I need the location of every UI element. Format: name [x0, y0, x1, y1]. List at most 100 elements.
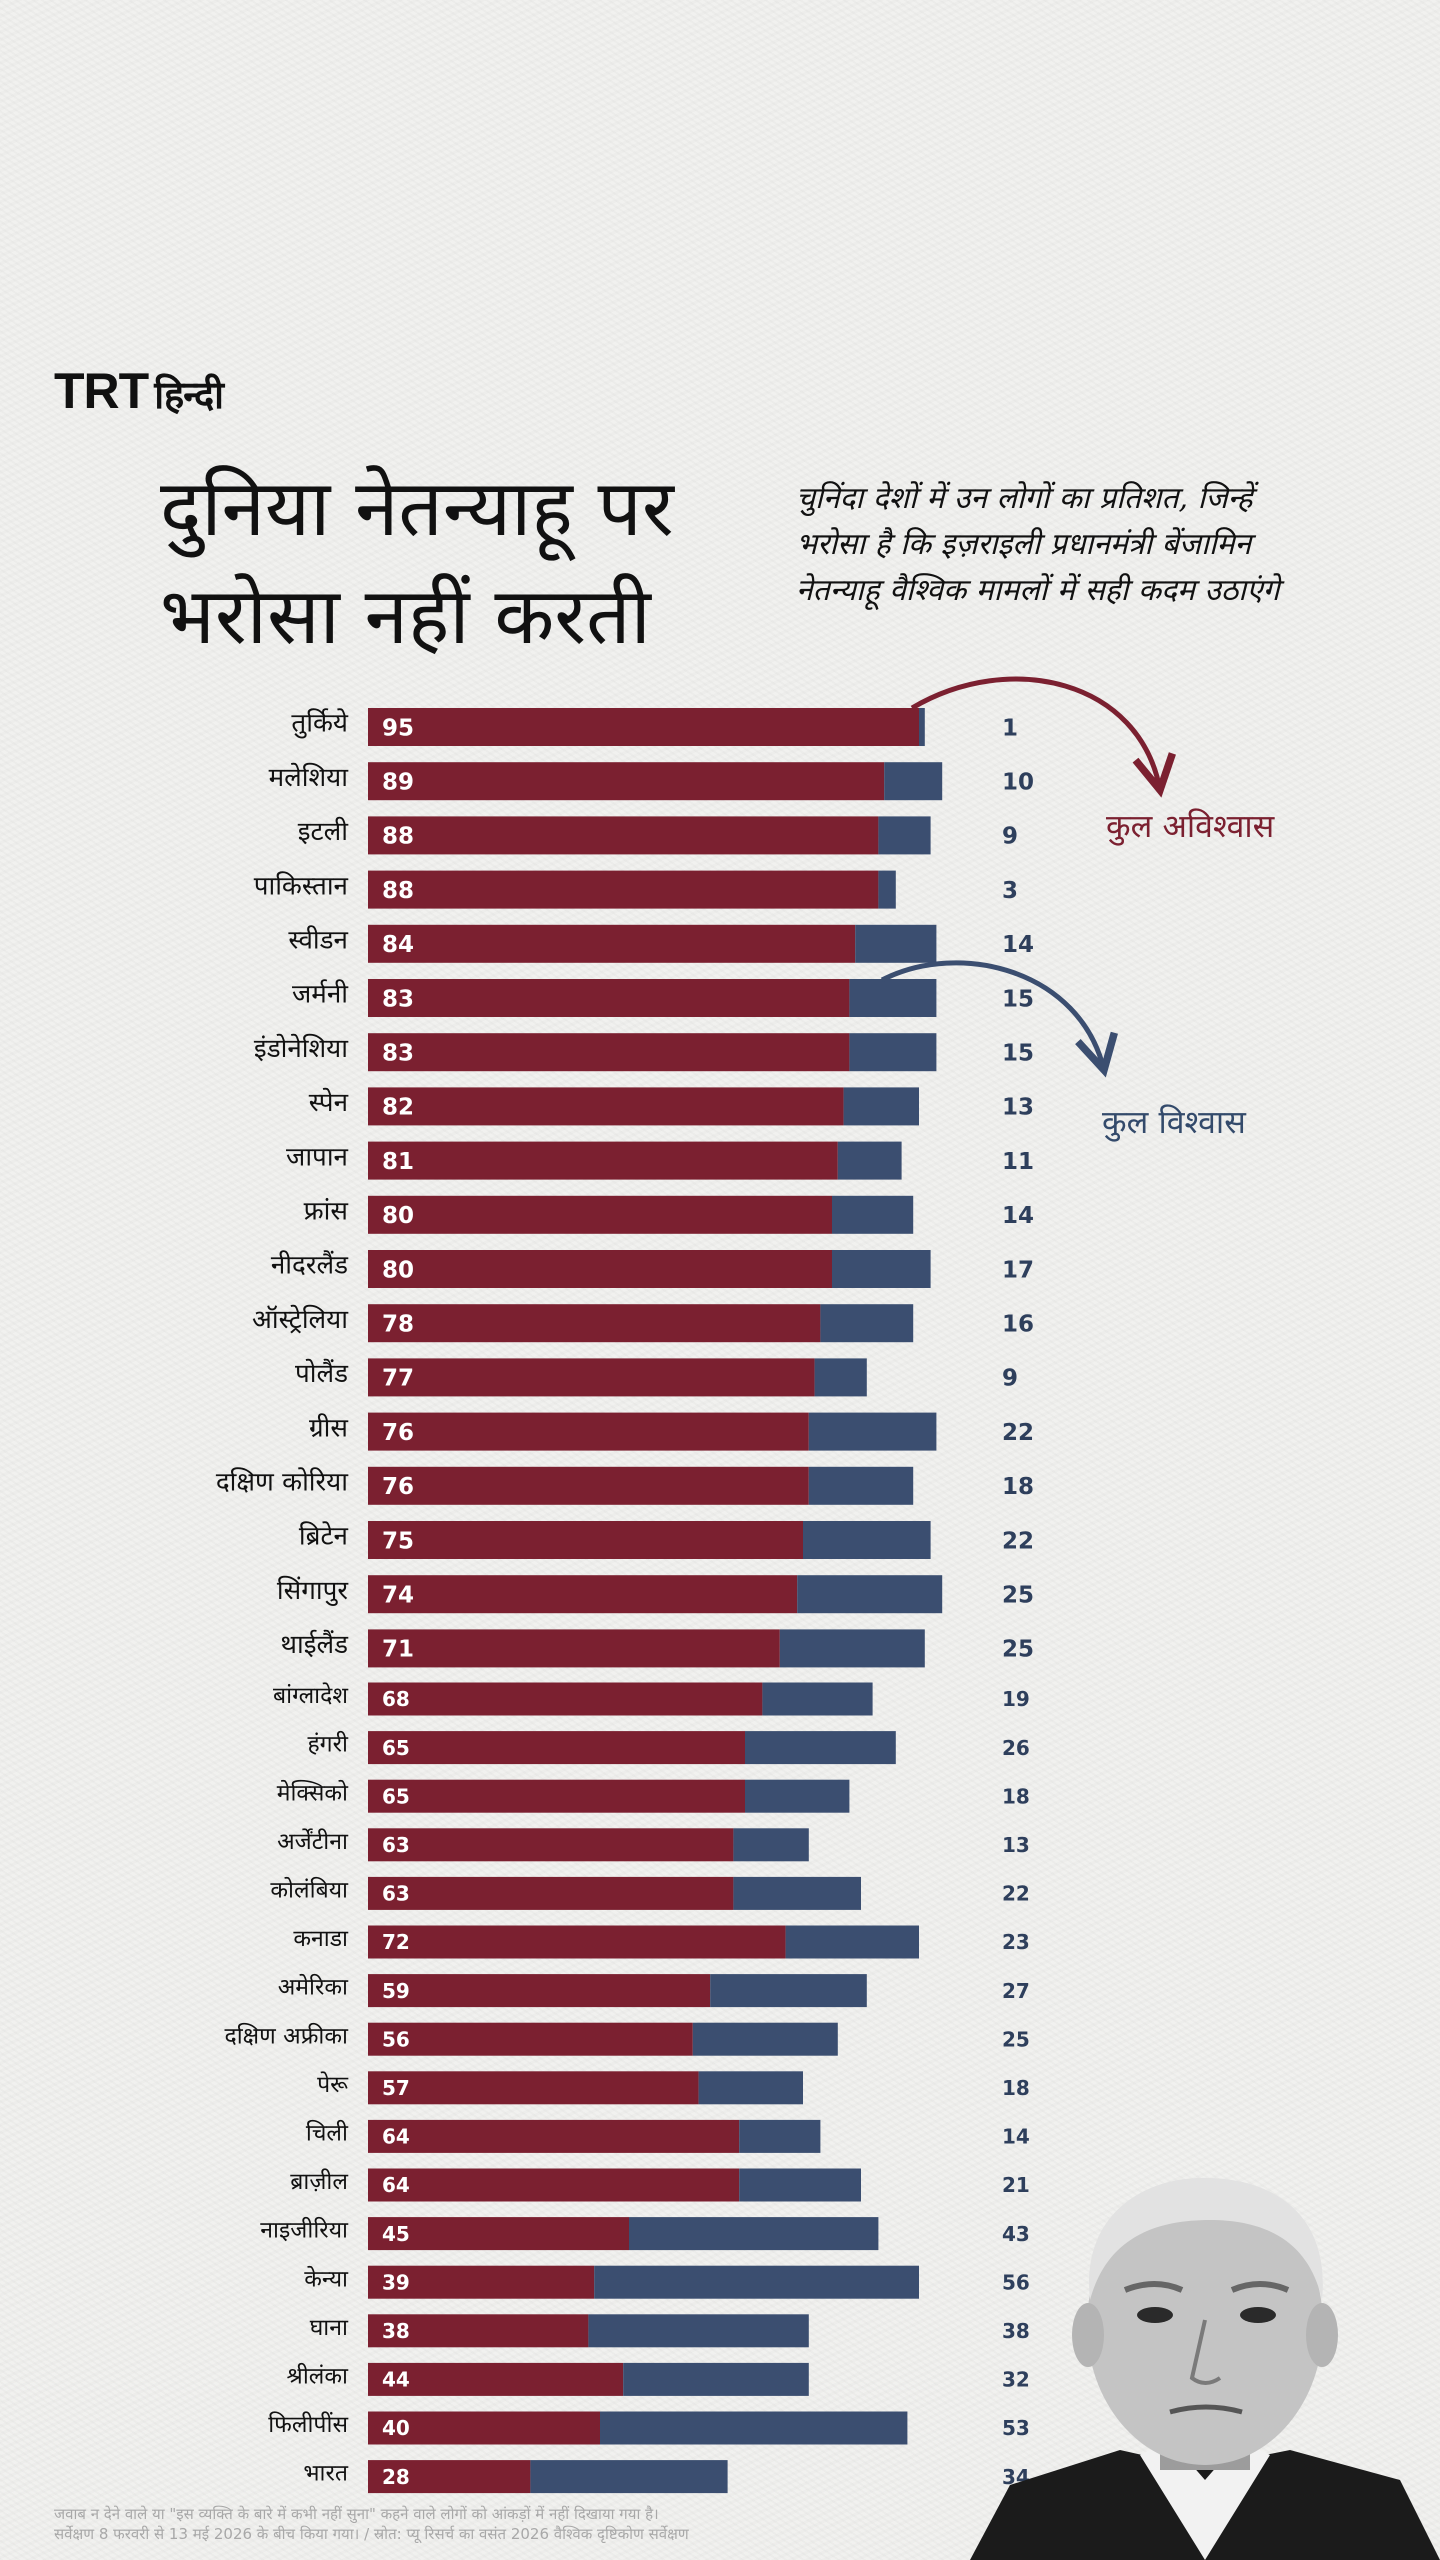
label-distrust-value: 28: [382, 2465, 410, 2489]
label-trust-value: 13: [1002, 1833, 1030, 1857]
label-distrust-value: 83: [382, 986, 414, 1012]
label-distrust-value: 68: [382, 1687, 410, 1711]
bar-trust: [698, 2071, 803, 2105]
bar-trust: [710, 1974, 867, 2008]
bar-distrust: [368, 2265, 595, 2299]
bar-distrust: [368, 1412, 809, 1451]
country-label: ग्रीस: [309, 1412, 348, 1443]
legend-distrust: कुल अविश्वास: [1106, 807, 1275, 845]
bar-trust: [849, 979, 937, 1017]
bar-distrust: [368, 1195, 832, 1234]
portrait-brow-right: [1230, 2281, 1290, 2293]
label-trust-value: 19: [1002, 1687, 1030, 1711]
country-label: घाना: [310, 2315, 349, 2341]
bar-distrust: [368, 1466, 809, 1505]
bar-trust: [808, 1412, 937, 1451]
country-label: केन्या: [304, 2265, 349, 2292]
label-distrust-value: 95: [382, 715, 414, 741]
country-label: जापान: [286, 1142, 349, 1172]
label-trust-value: 17: [1002, 1257, 1034, 1283]
country-label: दक्षिण कोरिया: [216, 1466, 349, 1497]
country-label: चिली: [306, 2120, 349, 2147]
country-label: कोलंबिया: [270, 1877, 349, 1904]
bar-trust: [814, 1358, 867, 1397]
bar-distrust: [368, 2217, 629, 2251]
label-distrust-value: 84: [382, 932, 414, 958]
bar-distrust: [368, 2362, 624, 2396]
label-trust-value: 9: [1002, 1366, 1018, 1392]
label-distrust-value: 64: [382, 2173, 410, 2197]
portrait-mouth: [1169, 2404, 1243, 2415]
bar-trust: [832, 1250, 931, 1288]
label-trust-value: 10: [1002, 769, 1034, 795]
bar-trust: [739, 2119, 821, 2153]
portrait-brow-left: [1123, 2281, 1184, 2293]
page-subtitle: चुनिंदा देशों में उन लोगों का प्रतिशत, ज…: [796, 481, 1280, 608]
footer-note: जवाब न देने वाले या "इस व्यक्ति के बारे …: [54, 2504, 689, 2544]
page-title: दुनिया नेतन्याहू पर भरोसा नहीं करती: [160, 464, 674, 662]
label-trust-value: 22: [1002, 1420, 1034, 1446]
country-label: स्पेन: [309, 1087, 349, 1118]
label-distrust-value: 38: [382, 2319, 410, 2343]
label-trust-value: 14: [1002, 1203, 1034, 1229]
label-distrust-value: 82: [382, 1095, 414, 1121]
bar-trust: [884, 762, 943, 801]
bar-trust: [849, 1033, 937, 1072]
label-distrust-value: 71: [382, 1637, 414, 1663]
bar-trust: [832, 1195, 914, 1234]
label-distrust-value: 80: [382, 1257, 414, 1283]
country-label: भारत: [303, 2461, 349, 2487]
bar-distrust: [368, 979, 850, 1017]
label-trust-value: 22: [1002, 1528, 1034, 1554]
bar-distrust: [368, 1682, 763, 1716]
bar-trust: [733, 1828, 809, 1862]
bar-distrust: [368, 870, 879, 909]
bar-trust: [588, 2314, 809, 2348]
bar-trust: [629, 2217, 879, 2251]
label-distrust-value: 74: [382, 1582, 414, 1608]
label-distrust-value: 77: [382, 1366, 414, 1392]
bar-distrust: [368, 2460, 531, 2494]
country-label: स्वीडन: [288, 924, 348, 955]
portrait-ear-right: [1306, 2303, 1338, 2367]
bar-trust: [878, 816, 931, 855]
distrust-arrow: [910, 676, 1160, 790]
country-label: ब्रिटेन: [299, 1521, 349, 1552]
country-label: जर्मनी: [292, 979, 349, 1010]
label-distrust-value: 83: [382, 1040, 414, 1066]
label-trust-value: 25: [1002, 1637, 1034, 1663]
bar-distrust: [368, 924, 856, 963]
country-label: दक्षिण अफ्रीका: [225, 2022, 350, 2049]
bar-trust: [623, 2362, 809, 2396]
bar-distrust: [368, 1087, 844, 1126]
label-trust-value: 16: [1002, 1311, 1034, 1337]
country-label: ऑस्ट्रेलिया: [252, 1304, 349, 1335]
portrait-hair: [1089, 2177, 1323, 2300]
portrait-nose: [1189, 2319, 1222, 2385]
bar-trust: [779, 1629, 925, 1668]
bar-trust: [739, 2168, 861, 2202]
bar-distrust: [368, 1250, 832, 1288]
label-trust-value: 9: [1002, 824, 1018, 850]
country-label: श्रीलंका: [287, 2363, 349, 2390]
trt-logo: TRT हिन्दी: [54, 362, 224, 420]
label-distrust-value: 40: [382, 2416, 410, 2440]
label-distrust-value: 64: [382, 2125, 410, 2149]
bar-distrust: [368, 1033, 850, 1072]
label-trust-value: 56: [1002, 2270, 1030, 2294]
label-distrust-value: 65: [382, 1736, 410, 1760]
label-distrust-value: 63: [382, 1882, 410, 1906]
label-distrust-value: 75: [382, 1528, 414, 1554]
bar-trust: [878, 870, 896, 909]
country-label: सिंगापुर: [277, 1575, 349, 1606]
bar-distrust: [368, 816, 879, 855]
country-label: कनाडा: [293, 1926, 349, 1952]
label-trust-value: 43: [1002, 2222, 1030, 2246]
label-distrust-value: 88: [382, 824, 414, 850]
label-trust-value: 13: [1002, 1095, 1034, 1121]
bar-trust: [803, 1521, 931, 1559]
footer-line-2: सर्वेक्षण 8 फरवरी से 13 मई 2026 के बीच क…: [54, 2525, 689, 2543]
label-trust-value: 18: [1002, 1474, 1034, 1500]
label-trust-value: 18: [1002, 2076, 1030, 2100]
bar-distrust: [368, 762, 885, 801]
